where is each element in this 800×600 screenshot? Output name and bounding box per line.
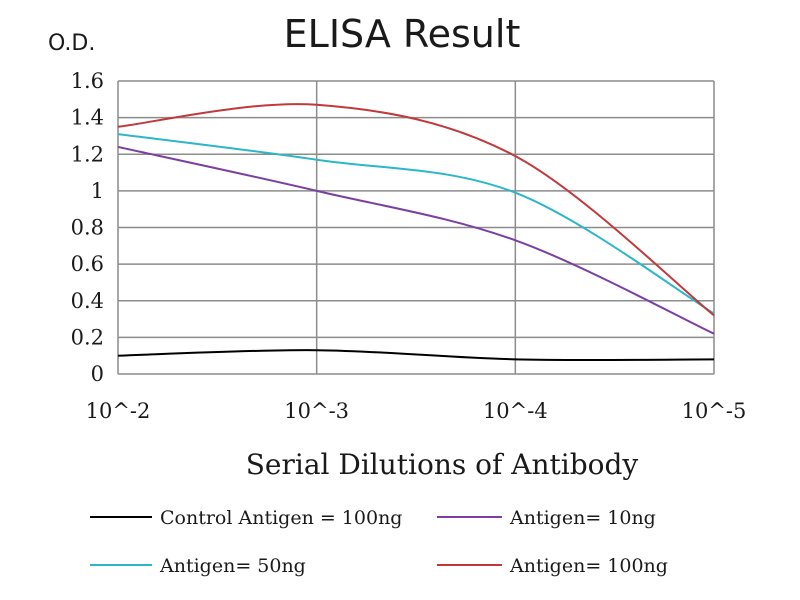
- legend: Control Antigen = 100ng Antigen= 10ng Anti…: [90, 507, 668, 577]
- tick-layer: 0 0.2 0.4 0.6 0.8 1 1.2 1.4 1.6 10^-2 10^-3 10^-4 10…: [71, 69, 747, 423]
- series-line-2: [117, 145, 715, 335]
- x-tick-label: 10^-5: [682, 399, 747, 423]
- y-axis-label: O.D.: [48, 31, 95, 56]
- x-tick-label: 10^-2: [86, 399, 151, 423]
- y-tick-label: 1: [91, 179, 104, 203]
- y-tick-label: 0.6: [71, 252, 104, 276]
- legend-item: Antigen= 100ng: [437, 555, 668, 577]
- legend-label: Antigen= 10ng: [509, 507, 656, 529]
- y-tick-label: 0.2: [71, 325, 104, 349]
- legend-label: Antigen= 100ng: [509, 555, 668, 577]
- y-tick-label: 1.2: [71, 142, 104, 166]
- x-axis-label: Serial Dilutions of Antibody: [246, 448, 639, 481]
- legend-label: Control Antigen = 100ng: [160, 507, 402, 529]
- legend-item: Antigen= 10ng: [437, 507, 656, 529]
- x-tick-label: 10^-4: [483, 399, 548, 423]
- y-tick-label: 0.4: [71, 289, 104, 313]
- legend-item: Control Antigen = 100ng: [90, 507, 402, 529]
- y-tick-label: 1.6: [71, 69, 104, 93]
- series-line-1: [117, 349, 715, 362]
- series-line-4: [117, 103, 715, 317]
- legend-item: Antigen= 50ng: [90, 555, 306, 577]
- chart-title: ELISA Result: [284, 12, 521, 56]
- x-tick-label: 10^-3: [284, 399, 349, 423]
- grid-layer: [117, 80, 715, 375]
- legend-label: Antigen= 50ng: [159, 555, 306, 577]
- y-tick-label: 0: [91, 362, 104, 386]
- series-line-3: [117, 133, 715, 315]
- series-layer: [117, 103, 715, 362]
- y-tick-label: 1.4: [71, 106, 104, 130]
- y-tick-label: 0.8: [71, 216, 104, 240]
